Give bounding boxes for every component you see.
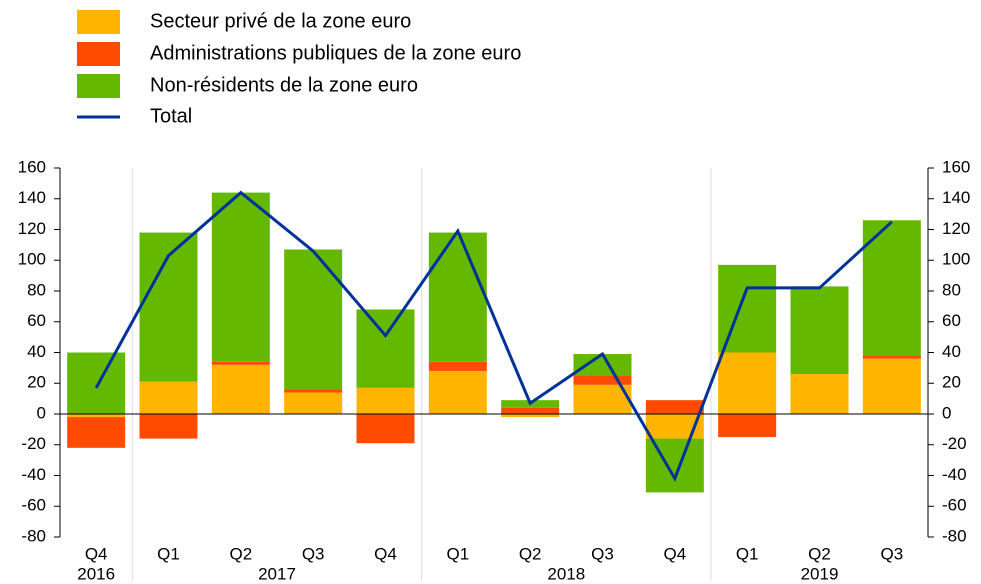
legend-swatch xyxy=(77,10,120,34)
legend-swatch xyxy=(77,42,120,66)
y-tick-label: 100 xyxy=(18,250,46,269)
bar xyxy=(211,361,270,365)
y-tick-label: 40 xyxy=(27,342,46,361)
y-tick-label: 80 xyxy=(27,280,46,299)
legend-label: Total xyxy=(150,105,192,127)
x-tick-label: Q2 xyxy=(519,544,542,563)
x-tick-label: Q3 xyxy=(591,544,614,563)
bar xyxy=(284,389,343,393)
y2-tick-label: 40 xyxy=(942,342,961,361)
bar xyxy=(645,400,704,414)
x-group-label: 2017 xyxy=(258,564,296,583)
x-tick-label: Q3 xyxy=(880,544,903,563)
bar xyxy=(356,309,415,388)
bar xyxy=(211,192,270,362)
bar xyxy=(718,414,777,438)
total-line xyxy=(94,190,893,483)
legend-swatch xyxy=(77,74,120,98)
x-tick-label: Q2 xyxy=(229,544,252,563)
x-group-label: 2018 xyxy=(547,564,585,583)
y2-tick-label: 20 xyxy=(942,373,961,392)
bar xyxy=(718,352,777,414)
bar xyxy=(790,286,849,375)
x-tick-label: Q2 xyxy=(808,544,831,563)
y2-tick-label: -20 xyxy=(942,434,967,453)
bar xyxy=(284,249,343,390)
y-tick-label: 20 xyxy=(27,373,46,392)
y2-tick-label: 0 xyxy=(942,403,951,422)
x-group-label: 2019 xyxy=(801,564,839,583)
bar xyxy=(139,381,198,414)
y2-tick-label: 140 xyxy=(942,188,970,207)
bar xyxy=(573,354,632,376)
y2-tick-label: -40 xyxy=(942,465,967,484)
bar xyxy=(862,358,921,414)
bar xyxy=(501,407,560,414)
x-tick-label: Q1 xyxy=(736,544,759,563)
bar xyxy=(645,438,704,493)
x-tick-label: Q1 xyxy=(446,544,469,563)
y-tick-label: 60 xyxy=(27,311,46,330)
y2-tick-label: 100 xyxy=(942,250,970,269)
y2-tick-label: 80 xyxy=(942,280,961,299)
bar xyxy=(284,392,343,414)
bar xyxy=(139,414,198,439)
y-tick-label: -20 xyxy=(21,434,46,453)
x-tick-label: Q4 xyxy=(85,544,108,563)
y-tick-label: 140 xyxy=(18,188,46,207)
bar xyxy=(356,414,415,444)
bar xyxy=(501,414,560,418)
bar xyxy=(67,352,126,414)
bar xyxy=(211,364,270,414)
x-group-label: 2016 xyxy=(77,564,115,583)
x-tick-label: Q1 xyxy=(157,544,180,563)
bar xyxy=(428,361,487,371)
y2-tick-label: 160 xyxy=(942,157,970,176)
bar xyxy=(428,370,487,414)
legend-label: Secteur privé de la zone euro xyxy=(150,10,411,32)
bar xyxy=(573,375,632,385)
y-tick-label: -60 xyxy=(21,496,46,515)
x-tick-label: Q3 xyxy=(302,544,325,563)
x-tick-label: Q4 xyxy=(663,544,686,563)
bar xyxy=(67,417,126,448)
y-tick-label: 160 xyxy=(18,157,46,176)
y2-tick-label: 120 xyxy=(942,219,970,238)
legend-label: Non-résidents de la zone euro xyxy=(150,74,418,96)
bar xyxy=(862,220,921,356)
y2-tick-label: -80 xyxy=(942,526,967,545)
legend-label: Administrations publiques de la zone eur… xyxy=(150,42,521,64)
y-tick-label: 0 xyxy=(37,403,46,422)
y-tick-label: -40 xyxy=(21,465,46,484)
y-tick-label: 120 xyxy=(18,219,46,238)
y-tick-label: -80 xyxy=(21,526,46,545)
y2-tick-label: -60 xyxy=(942,496,967,515)
bar xyxy=(67,414,126,418)
x-tick-label: Q4 xyxy=(374,544,397,563)
bar xyxy=(790,374,849,414)
bar xyxy=(862,355,921,359)
y2-tick-label: 60 xyxy=(942,311,961,330)
bar xyxy=(356,387,415,414)
bar xyxy=(428,232,487,362)
